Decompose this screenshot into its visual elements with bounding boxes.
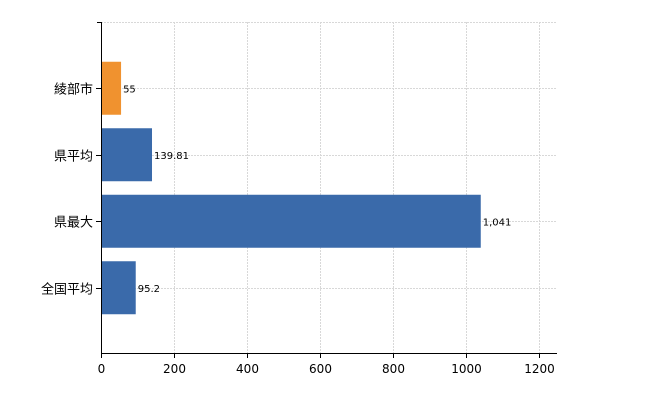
x-tick-label: 0 (98, 362, 106, 376)
category-label: 綾部市 (54, 82, 93, 98)
x-tick-label: 800 (382, 362, 405, 376)
x-tick-label: 600 (309, 362, 332, 376)
category-label: 全国平均 (41, 282, 93, 298)
category-label: 県最大 (54, 216, 93, 231)
bars (101, 61, 481, 315)
bar-4 (101, 261, 136, 315)
data-label: 139.81 (154, 151, 189, 162)
x-tick-label: 1200 (524, 362, 555, 376)
data-label: 1,041 (483, 217, 512, 228)
x-tick-label: 400 (236, 362, 259, 376)
grid (101, 22, 557, 353)
data-label: 95.2 (138, 284, 160, 295)
bar-2 (101, 128, 153, 182)
bar-3 (101, 194, 481, 248)
x-tick-label: 200 (163, 362, 186, 376)
category-label: 県平均 (54, 150, 93, 165)
axes (96, 22, 557, 358)
x-tick-label: 1000 (451, 362, 482, 376)
bar-1 (101, 61, 122, 115)
data-label: 55 (123, 84, 136, 95)
